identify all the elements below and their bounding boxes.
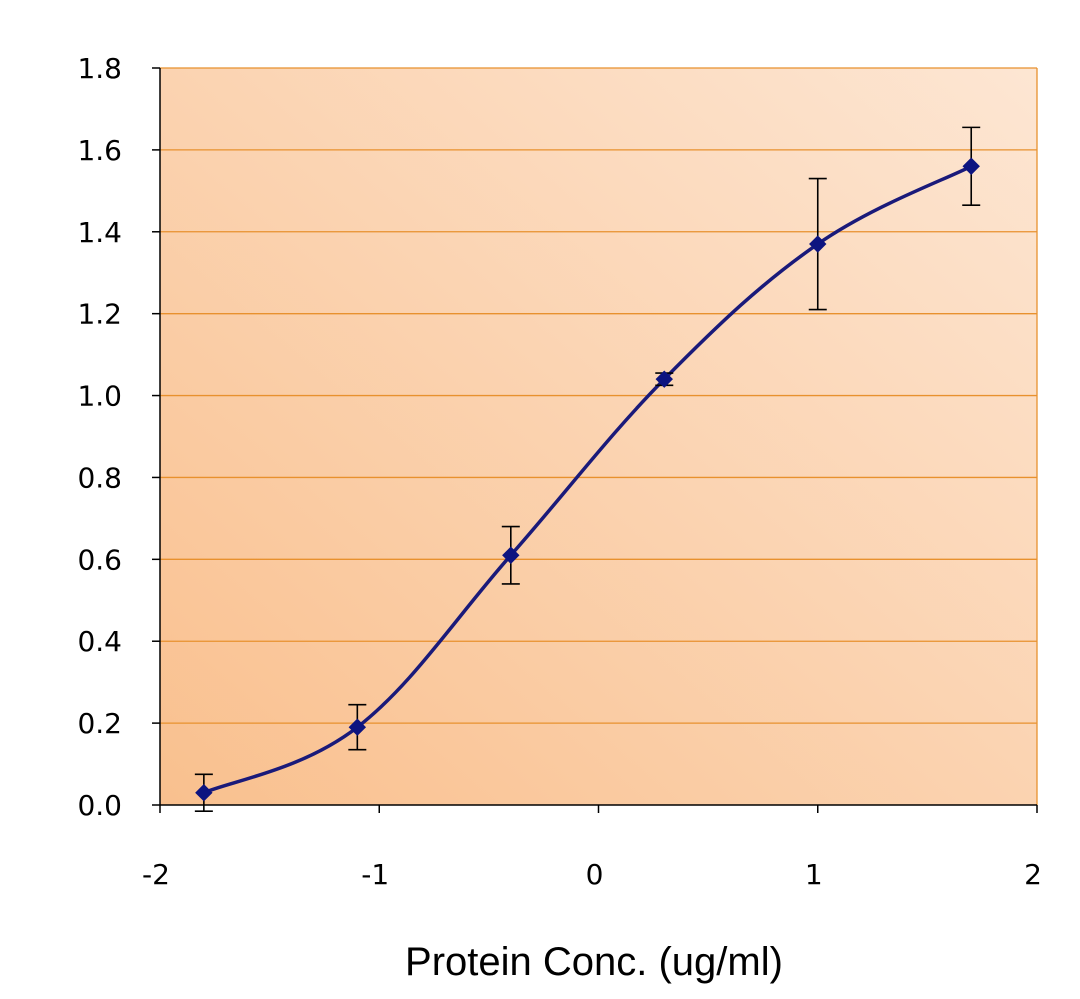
x-tick-label-3: 1 xyxy=(805,858,823,891)
x-tick-label-2: 0 xyxy=(586,858,604,891)
series xyxy=(194,126,981,812)
data-point-4 xyxy=(809,235,827,253)
x-axis-label: Protein Conc. (ug/ml) xyxy=(405,940,783,984)
x-tick-labels: -2 -1 0 1 2 xyxy=(142,858,1042,891)
y-tick-label-2: 0.4 xyxy=(77,625,122,658)
y-tick-label-4: 0.8 xyxy=(77,461,122,494)
y-tick-label-1: 0.2 xyxy=(77,707,122,740)
x-tick-label-4: 2 xyxy=(1024,858,1042,891)
plot-area xyxy=(160,68,1037,805)
y-tick-labels: 0.0 0.2 0.4 0.6 0.8 1.0 1.2 1.4 1.6 1.8 xyxy=(77,52,122,822)
y-tick-label-7: 1.4 xyxy=(77,216,122,249)
data-point-5 xyxy=(962,157,980,175)
data-point-0 xyxy=(195,784,213,802)
data-point-2 xyxy=(502,546,520,564)
y-tick-label-5: 1.0 xyxy=(77,380,122,413)
y-tick-label-3: 0.6 xyxy=(77,543,122,576)
gridlines xyxy=(160,67,1038,805)
y-tick-label-6: 1.2 xyxy=(77,298,122,331)
axes xyxy=(152,67,1038,813)
series-line-0 xyxy=(203,164,973,795)
data-point-3 xyxy=(655,370,673,388)
x-tick-label-0: -2 xyxy=(142,858,170,891)
y-tick-label-0: 0.0 xyxy=(77,789,122,822)
y-tick-label-9: 1.8 xyxy=(77,52,122,85)
y-tick-label-8: 1.6 xyxy=(77,134,122,167)
data-point-1 xyxy=(348,718,367,736)
x-tick-label-1: -1 xyxy=(361,858,389,891)
